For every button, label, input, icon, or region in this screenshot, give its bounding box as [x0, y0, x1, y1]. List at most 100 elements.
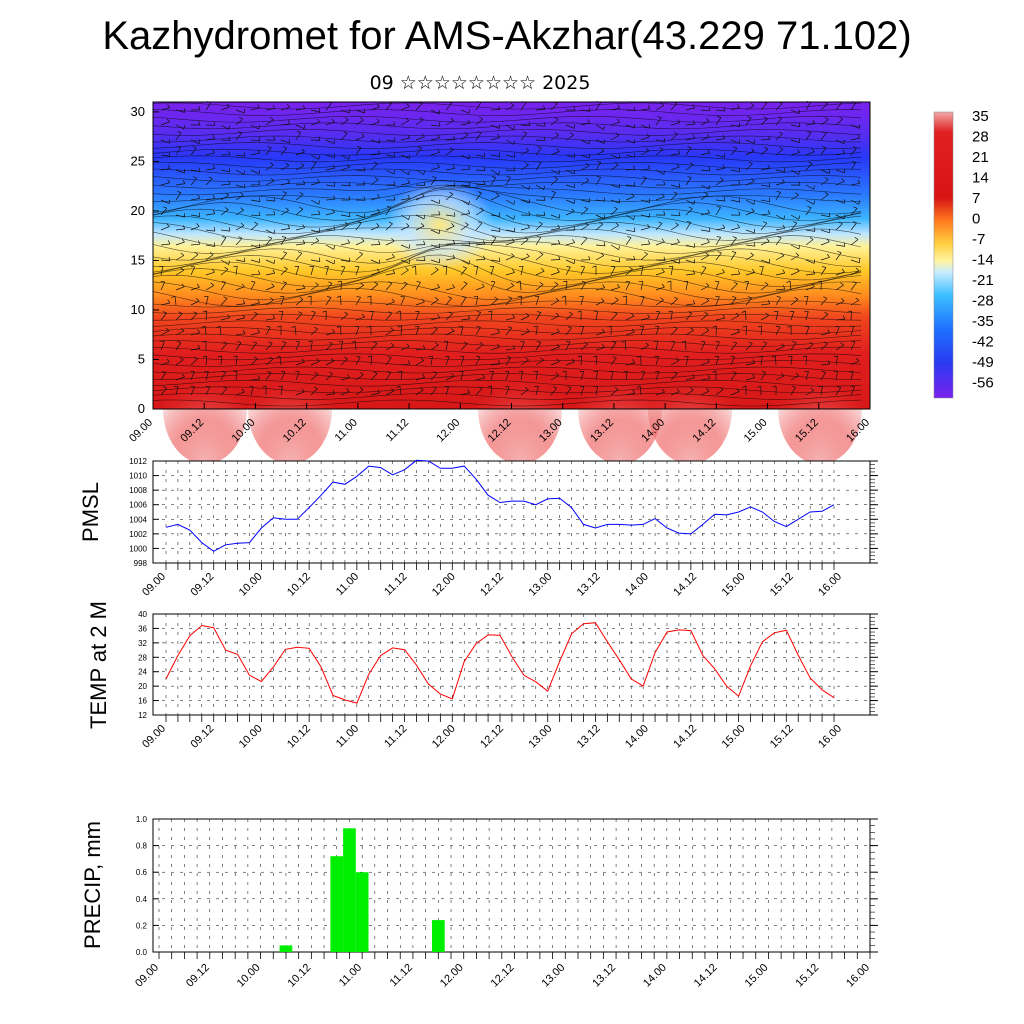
wind-barb: [775, 326, 781, 336]
wind-barb: [475, 210, 484, 216]
wind-barb-flag: [661, 388, 665, 393]
wind-barb: [520, 199, 530, 204]
contour-line: [152, 307, 862, 314]
colorbar-label: -42: [972, 334, 994, 351]
wind-barb-flag: [556, 268, 560, 273]
wind-barb-flag: [212, 134, 216, 139]
wind-barb: [535, 312, 542, 321]
wind-barb-flag: [554, 176, 558, 180]
wind-barb-flag: [644, 251, 648, 255]
wind-barb-flag: [603, 214, 605, 220]
contour-line: [152, 195, 862, 228]
wind-barb: [205, 102, 212, 111]
wind-barb: [235, 266, 238, 276]
wind-barb-flag: [213, 227, 216, 232]
wind-barb: [850, 310, 852, 321]
wind-barb-flag: [614, 297, 619, 301]
wind-barb: [640, 124, 650, 129]
wind-barb: [850, 341, 856, 351]
wind-barb-flag: [577, 355, 582, 358]
wind-barb: [850, 371, 854, 381]
wind-barb: [310, 328, 318, 336]
wind-barb-flag: [536, 236, 541, 238]
wind-barb: [850, 208, 858, 216]
wind-barb-flag: [776, 191, 781, 193]
wind-barb: [235, 154, 245, 157]
contour-line: [152, 320, 862, 328]
wind-barb: [625, 362, 635, 366]
wind-barb-flag: [613, 206, 618, 210]
wind-barb-flag: [513, 125, 515, 130]
xtick-label: 14.12: [671, 571, 699, 599]
wind-barb-flag: [855, 357, 860, 362]
wind-barb: [580, 122, 590, 126]
wind-barb: [445, 386, 450, 396]
wind-barb: [835, 326, 840, 336]
wind-barb-flag: [434, 342, 439, 346]
wind-barb-flag: [747, 116, 752, 119]
wind-barb: [700, 390, 710, 396]
wind-barb: [160, 121, 170, 126]
wind-barb: [685, 177, 692, 186]
wind-barb: [745, 255, 754, 261]
wind-barb: [370, 197, 380, 201]
wind-barb-flag: [336, 325, 341, 328]
wind-barb-flag: [617, 283, 620, 288]
wind-barb: [205, 138, 215, 141]
contour-line: [152, 333, 862, 341]
wind-barb: [835, 271, 845, 276]
wind-barb: [610, 287, 620, 291]
wind-barb: [505, 272, 515, 276]
wind-barb-flag: [686, 221, 691, 223]
wind-barb-flag: [168, 256, 171, 261]
wind-barb: [700, 313, 709, 321]
wind-barb: [565, 295, 567, 306]
wind-barb: [805, 326, 810, 336]
wind-barb-flag: [833, 355, 838, 358]
wind-barb: [460, 224, 469, 231]
colorbar-gradient: [933, 111, 954, 399]
wind-barb: [715, 389, 724, 396]
wind-barb: [460, 297, 467, 306]
wind-barb-flag: [689, 162, 694, 165]
wind-barb-flag: [551, 191, 556, 193]
wind-barb-flag: [477, 191, 482, 194]
wind-barb: [655, 341, 659, 351]
wind-barb: [745, 281, 749, 291]
wind-barb: [265, 108, 275, 111]
wind-barb-flag: [271, 283, 275, 287]
wind-barb-flag: [692, 374, 695, 378]
wind-barb: [340, 109, 350, 114]
wind-barb-flag: [677, 150, 681, 155]
wind-barb: [715, 167, 725, 171]
wind-barb: [370, 283, 379, 291]
wind-barb-flag: [221, 281, 226, 283]
wind-barb-flag: [763, 221, 768, 224]
wind-barb: [520, 102, 527, 111]
wind-barb: [220, 209, 229, 216]
wind-barb-flag: [434, 267, 439, 270]
wind-barb-flag: [423, 214, 425, 219]
wind-barb: [505, 371, 510, 381]
wind-barb: [745, 377, 755, 381]
wind-barb: [730, 356, 736, 366]
wind-barb-flag: [748, 161, 753, 165]
wind-barb: [595, 162, 602, 171]
wind-barb: [850, 182, 860, 186]
wind-barb-flag: [393, 170, 395, 175]
wind-barb-flag: [733, 146, 738, 149]
ytick-label: 16: [138, 697, 147, 706]
wind-barb-flag: [692, 270, 696, 275]
wind-barb: [580, 282, 586, 291]
wind-barb: [565, 169, 575, 175]
wind-barb: [790, 375, 800, 381]
wind-barb-flag: [533, 370, 538, 373]
wind-barb-flag: [661, 238, 665, 243]
wind-barb: [220, 106, 230, 111]
wind-barb: [610, 121, 620, 126]
wind-barb-flag: [722, 134, 726, 139]
wind-barb-flag: [705, 252, 710, 256]
wind-barb-flag: [258, 169, 260, 174]
